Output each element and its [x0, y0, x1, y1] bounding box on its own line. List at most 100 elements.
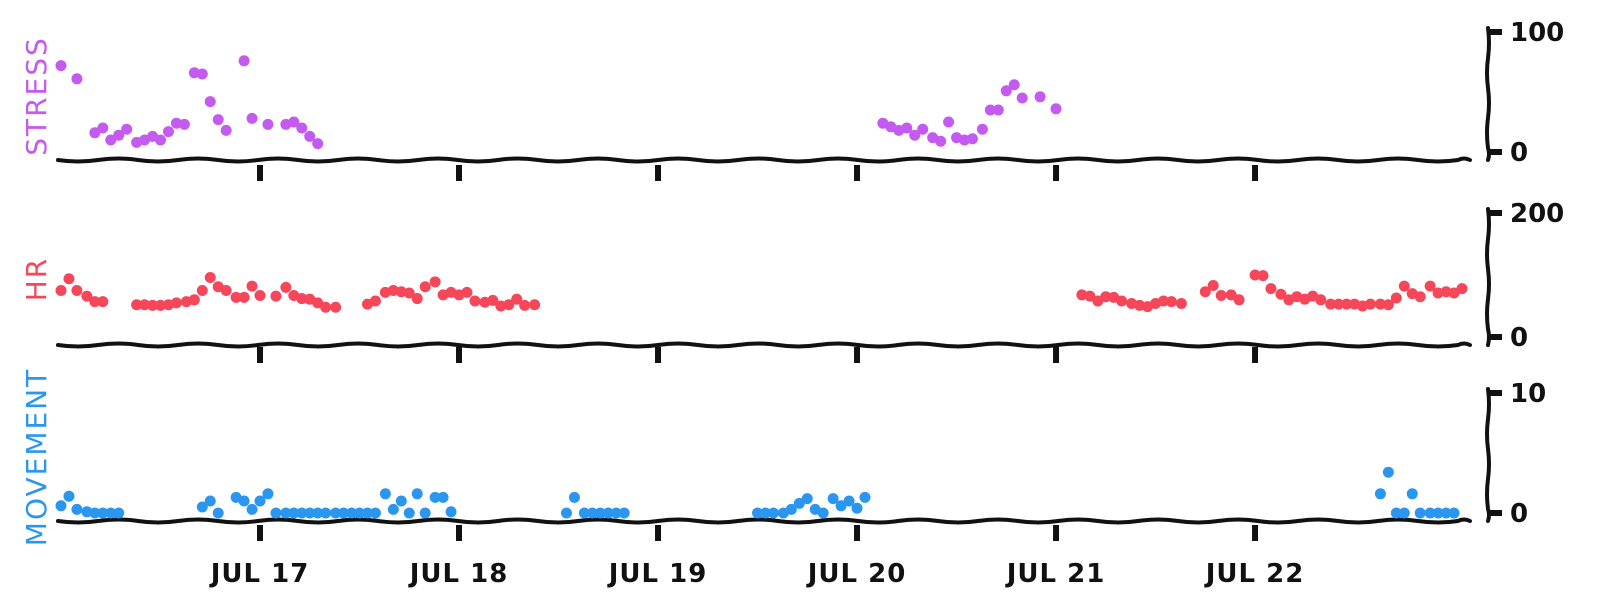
data-point [346, 507, 358, 519]
data-point [212, 114, 224, 126]
data-point [976, 123, 988, 135]
data-point [1265, 283, 1277, 295]
data-point [71, 285, 83, 296]
data-point [89, 127, 101, 139]
data-point [1440, 507, 1452, 519]
data-point [610, 507, 622, 519]
data-point [361, 507, 373, 519]
data-point [121, 123, 133, 135]
data-point [81, 290, 93, 302]
data-point [1315, 294, 1327, 306]
data-point [1374, 298, 1386, 310]
data-point [1084, 290, 1096, 302]
data-point [280, 281, 292, 293]
data-point [63, 273, 75, 285]
y-tick-label: 100 [1510, 18, 1564, 48]
data-point [487, 294, 499, 306]
data-point [403, 287, 415, 299]
data-point [196, 68, 208, 80]
data-point [105, 134, 117, 146]
data-point [943, 116, 955, 128]
data-point [379, 488, 391, 500]
data-point [330, 507, 342, 519]
data-point [1424, 507, 1436, 519]
data-point [155, 299, 167, 311]
data-point [511, 293, 523, 305]
data-point [1406, 488, 1418, 500]
x-tick-label: JUL 21 [1005, 559, 1106, 589]
data-point [246, 503, 258, 515]
data-point [312, 138, 324, 150]
data-point [288, 507, 300, 519]
panel-stress: 100 0 STRESS [20, 18, 1564, 181]
data-point [1374, 488, 1386, 500]
data-point [411, 488, 423, 500]
data-point [1257, 270, 1269, 282]
data-point [1050, 103, 1062, 115]
panel-label-movement: MOVEMENT [20, 368, 53, 546]
data-point [254, 495, 266, 507]
data-point [320, 301, 332, 313]
data-point [594, 507, 606, 519]
data-point [387, 503, 399, 515]
panel-label-stress: STRESS [20, 36, 53, 156]
data-point [369, 295, 381, 307]
x-tick-label: JUL 19 [607, 559, 708, 589]
data-point [204, 271, 216, 283]
x-axis-line [56, 156, 1472, 164]
data-point [909, 129, 921, 141]
data-point [1456, 283, 1468, 295]
data-point [63, 490, 75, 502]
data-point [55, 60, 67, 72]
data-point [230, 291, 242, 303]
data-point [1000, 85, 1012, 97]
y-axis-line [1485, 207, 1491, 347]
data-point [403, 507, 415, 519]
data-point [296, 507, 308, 519]
data-point [461, 286, 473, 298]
data-point [338, 507, 350, 519]
data-point [1432, 507, 1444, 519]
data-point [1165, 296, 1177, 308]
panel-hr: 200 0 HR [20, 199, 1564, 363]
data-point [238, 55, 250, 67]
data-point [917, 123, 929, 135]
data-point [288, 116, 300, 128]
data-point [785, 503, 797, 515]
panel-label-hr: HR [20, 257, 53, 302]
data-point [395, 495, 407, 507]
data-point [419, 507, 431, 519]
data-point [312, 507, 324, 519]
data-point [320, 507, 332, 519]
data-point [1215, 289, 1227, 301]
data-point [55, 500, 67, 512]
data-point [1424, 280, 1436, 292]
data-point [131, 299, 143, 311]
data-point [270, 290, 282, 302]
data-point [1233, 294, 1245, 306]
x-axis-line [56, 517, 1472, 525]
x-tick-label: JUL 22 [1204, 559, 1305, 589]
data-point [419, 281, 431, 293]
data-point [578, 507, 590, 519]
data-point [817, 507, 829, 519]
data-point [212, 507, 224, 519]
data-point [1157, 295, 1169, 307]
data-point [560, 507, 572, 519]
data-point [618, 507, 630, 519]
x-tick-labels: JUL 17 JUL 18 JUL 19 JUL 20 JUL 21 JUL 22 [209, 559, 1305, 589]
data-point [89, 296, 101, 308]
data-point [262, 118, 274, 130]
data-point [835, 500, 847, 512]
y-tick-label: 200 [1510, 199, 1564, 229]
data-point [793, 497, 805, 509]
panel-movement: 10 0 MOVEMENT [20, 368, 1546, 546]
data-point [1341, 298, 1353, 310]
data-point [204, 96, 216, 108]
data-point [586, 507, 598, 519]
data-point [196, 501, 208, 513]
data-point [1249, 269, 1261, 281]
data-point [188, 294, 200, 306]
y-tick-label: 0 [1510, 499, 1528, 529]
